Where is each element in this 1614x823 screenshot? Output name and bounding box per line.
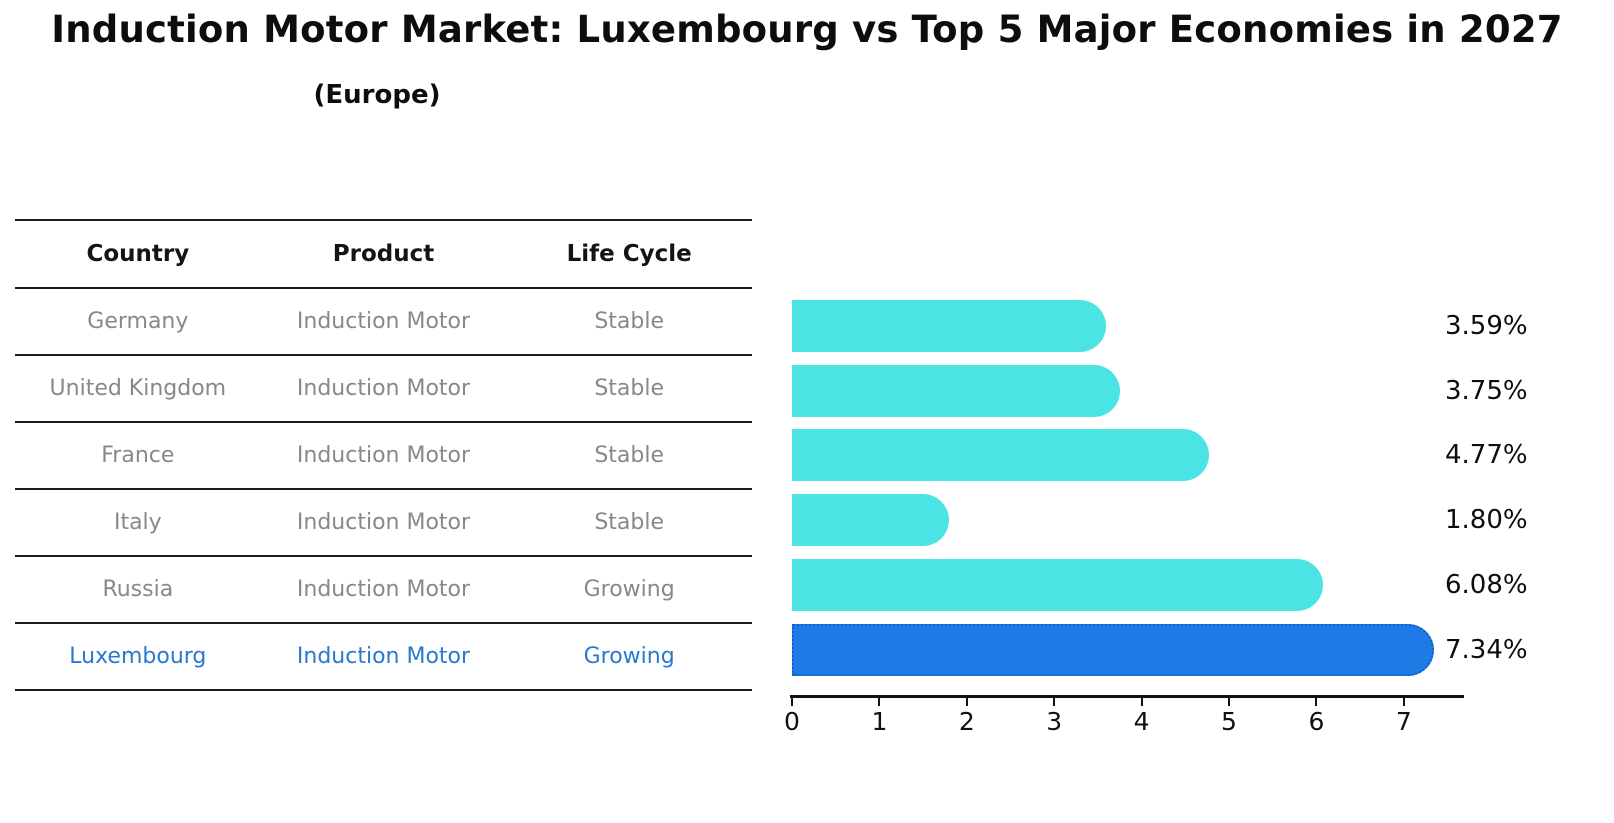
bar-luxembourg <box>792 623 1434 676</box>
cell-country: Italy <box>113 509 162 535</box>
cell-product: Induction Motor <box>296 509 471 535</box>
table-header-row: Country Product Life Cycle <box>15 221 752 289</box>
table-row-italy: Italy Induction Motor Stable <box>15 490 752 557</box>
x-axis-tick-label: 7 <box>1395 707 1412 736</box>
cell-life-cycle: Growing <box>583 576 675 602</box>
bar-value-label: 4.77% <box>1445 440 1528 471</box>
table-row-france: France Induction Motor Stable <box>15 423 752 490</box>
page-subtitle: (Europe) <box>313 80 441 110</box>
x-axis-tick <box>1053 695 1056 706</box>
bar-value-label: 1.80% <box>1445 505 1528 536</box>
cell-country: France <box>101 442 175 468</box>
x-axis-tick <box>878 695 881 706</box>
x-axis-tick-label: 4 <box>1133 707 1150 736</box>
bar-value-label: 6.08% <box>1445 569 1528 600</box>
x-axis-tick-label: 1 <box>871 707 888 736</box>
x-axis-tick-label: 5 <box>1221 707 1237 736</box>
bar-value-label: 3.75% <box>1445 375 1528 406</box>
cell-country: Germany <box>87 308 189 334</box>
header-cell-product: Product <box>332 240 435 267</box>
page-title: Induction Motor Market: Luxembourg vs To… <box>51 8 1563 51</box>
header-cell-life-cycle: Life Cycle <box>566 240 692 267</box>
bar-russia <box>792 558 1324 611</box>
bar-united-kingdom <box>792 364 1120 417</box>
table-row-united-kingdom: United Kingdom Induction Motor Stable <box>15 356 752 423</box>
table-row-russia: Russia Induction Motor Growing <box>15 557 752 624</box>
cell-product: Induction Motor <box>296 375 471 401</box>
cell-product: Induction Motor <box>296 308 471 334</box>
x-axis-tick <box>1315 695 1318 706</box>
bar-italy <box>792 494 950 547</box>
cell-life-cycle: Growing <box>583 643 675 669</box>
bar-germany <box>792 300 1106 352</box>
table-row-germany: Germany Induction Motor Stable <box>15 289 752 356</box>
x-axis-tick-label: 0 <box>784 707 800 736</box>
cell-product: Induction Motor <box>296 442 471 468</box>
bar-value-label: 7.34% <box>1445 634 1528 665</box>
x-axis-tick <box>1140 695 1143 706</box>
x-axis-tick-label: 3 <box>1046 707 1063 736</box>
bar-value-label: 3.59% <box>1445 311 1528 341</box>
cell-country: Luxembourg <box>69 643 207 669</box>
cell-life-cycle: Stable <box>594 375 664 401</box>
x-axis-tick <box>965 695 968 706</box>
x-axis-tick <box>1402 695 1405 706</box>
cell-product: Induction Motor <box>296 643 471 669</box>
x-axis-tick-label: 2 <box>958 707 975 736</box>
cell-product: Induction Motor <box>296 576 471 602</box>
header-cell-country: Country <box>86 240 190 267</box>
table-row-luxembourg: Luxembourg Induction Motor Growing <box>15 624 752 691</box>
x-axis-tick-label: 6 <box>1308 707 1325 736</box>
x-axis-tick <box>791 695 793 706</box>
x-axis-tick <box>1228 695 1230 706</box>
cell-country: Russia <box>102 576 174 602</box>
cell-life-cycle: Stable <box>594 308 664 334</box>
cell-life-cycle: Stable <box>594 442 664 468</box>
cell-country: United Kingdom <box>49 375 227 401</box>
bar-france <box>792 429 1209 482</box>
x-axis-line <box>790 695 1464 698</box>
market-table: Country Product Life Cycle Germany Induc… <box>15 219 752 691</box>
cell-life-cycle: Stable <box>594 509 664 535</box>
